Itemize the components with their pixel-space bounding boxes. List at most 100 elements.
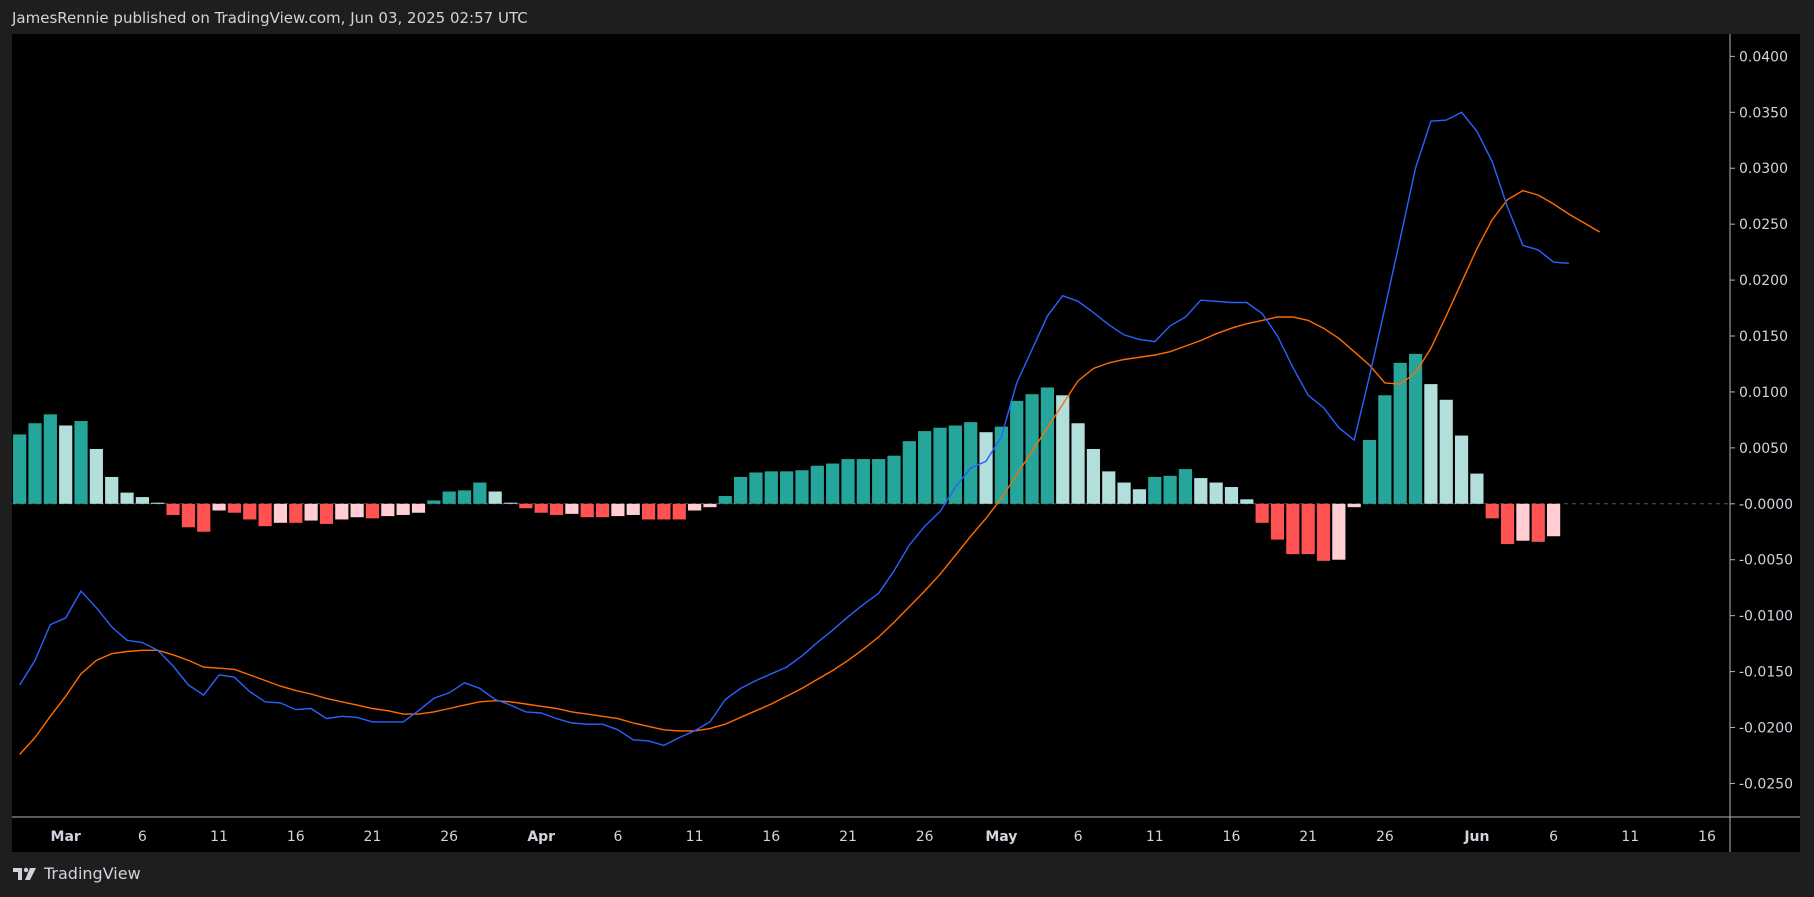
histogram-bar <box>488 491 502 504</box>
histogram-bar <box>1102 471 1116 504</box>
y-tick-label: -0.0100 <box>1739 609 1793 625</box>
y-tick-label: -0.0200 <box>1739 721 1793 737</box>
histogram-bar <box>43 414 57 504</box>
time-axis: Mar 6 11 16 21 26 Apr 6 11 16 21 26 May 6 11 16 21 26 Jun 6… <box>51 829 1716 845</box>
histogram-bar <box>856 459 870 504</box>
histogram-bar <box>1408 353 1423 504</box>
footer: TradingView <box>12 864 141 883</box>
histogram-bar <box>1209 482 1223 504</box>
histogram-bar <box>503 502 518 504</box>
price-axis: 0.0400 0.0350 0.0300 0.0250 0.0200 0.0150 0.01… <box>1730 49 1793 792</box>
histogram-bar <box>1547 503 1561 537</box>
x-tick-label: 6 <box>1074 829 1083 845</box>
histogram-bar <box>1010 400 1024 504</box>
histogram-bar <box>1040 387 1054 504</box>
histogram-bar <box>258 503 272 527</box>
histogram-bar <box>887 455 901 504</box>
histogram-bar <box>1516 503 1530 541</box>
histogram <box>13 353 1561 561</box>
histogram-bar <box>120 492 134 504</box>
histogram-bar <box>411 503 426 513</box>
histogram-bar <box>105 476 119 504</box>
histogram-bar <box>872 459 886 504</box>
histogram-bar <box>197 503 211 532</box>
histogram-bar <box>964 422 978 504</box>
histogram-bar <box>718 495 732 504</box>
y-tick-label: 0.0350 <box>1739 105 1788 121</box>
histogram-bar <box>427 500 441 504</box>
histogram-bar <box>994 426 1008 504</box>
histogram-bar <box>1424 384 1438 504</box>
histogram-bar <box>1270 503 1285 540</box>
histogram-bar <box>1117 482 1131 504</box>
histogram-bar <box>442 491 456 504</box>
y-tick-label: 0.0100 <box>1739 385 1788 401</box>
x-tick-label: 26 <box>916 829 934 845</box>
histogram-bar <box>1086 448 1101 504</box>
histogram-bar <box>1362 440 1377 504</box>
histogram-bar <box>810 465 824 504</box>
histogram-bar <box>181 503 195 528</box>
tradingview-logo-icon[interactable] <box>12 866 38 882</box>
x-tick-label: 6 <box>1549 829 1558 845</box>
x-tick-label: 16 <box>762 829 780 845</box>
x-tick-label: 6 <box>613 829 622 845</box>
histogram-bar <box>1224 487 1239 504</box>
histogram-bar <box>74 421 88 504</box>
price-axis-background <box>1730 34 1800 817</box>
histogram-bar <box>688 503 702 511</box>
histogram-bar <box>381 503 395 517</box>
histogram-bar <box>28 423 42 504</box>
histogram-bar <box>580 503 594 518</box>
histogram-bar <box>1316 503 1331 561</box>
plot-background <box>12 34 1730 817</box>
histogram-bar <box>89 448 103 504</box>
y-tick-label: 0.0300 <box>1739 161 1788 177</box>
histogram-bar <box>1025 394 1039 504</box>
histogram-bar <box>151 502 165 504</box>
histogram-bar <box>826 463 840 504</box>
time-axis-background <box>12 817 1800 852</box>
histogram-bar <box>1332 503 1346 560</box>
histogram-bar <box>611 503 625 517</box>
x-tick-label: 21 <box>839 829 857 845</box>
y-tick-label: -0.0150 <box>1739 665 1793 681</box>
histogram-bar <box>350 503 364 518</box>
histogram-bar <box>473 482 487 504</box>
y-tick-label: 0.0050 <box>1739 441 1788 457</box>
x-tick-label: 11 <box>1621 829 1639 845</box>
histogram-bar <box>1470 473 1484 504</box>
histogram-bar <box>59 425 73 504</box>
histogram-bar <box>273 503 288 523</box>
footer-brand[interactable]: TradingView <box>44 864 141 883</box>
histogram-bar <box>841 459 855 504</box>
histogram-bar <box>289 503 303 523</box>
histogram-bar <box>1439 399 1453 504</box>
histogram-bar <box>1071 423 1085 504</box>
histogram-bar <box>795 470 809 504</box>
histogram-bar <box>1194 478 1208 504</box>
histogram-bar <box>549 503 564 515</box>
x-tick-label: Jun <box>1463 829 1489 845</box>
x-tick-label: 6 <box>138 829 147 845</box>
histogram-bar <box>1132 489 1147 504</box>
histogram-bar <box>166 503 180 515</box>
histogram-bar <box>519 503 533 509</box>
histogram-bar <box>1255 503 1269 523</box>
histogram-bar <box>1393 362 1407 504</box>
histogram-bar <box>304 503 318 521</box>
histogram-bar <box>565 503 579 514</box>
histogram-bar <box>703 503 717 508</box>
macd-line <box>19 111 1569 747</box>
signal-line <box>19 189 1600 755</box>
histogram-bar <box>918 431 932 504</box>
histogram-bar <box>534 503 548 513</box>
x-tick-label: 16 <box>287 829 305 845</box>
histogram-bar <box>1500 503 1515 545</box>
x-tick-label: 16 <box>1698 829 1716 845</box>
histogram-bar <box>1178 469 1193 504</box>
histogram-bar <box>1286 503 1300 555</box>
histogram-bar <box>902 441 916 504</box>
histogram-bar <box>1301 503 1315 555</box>
histogram-bar <box>396 503 410 515</box>
